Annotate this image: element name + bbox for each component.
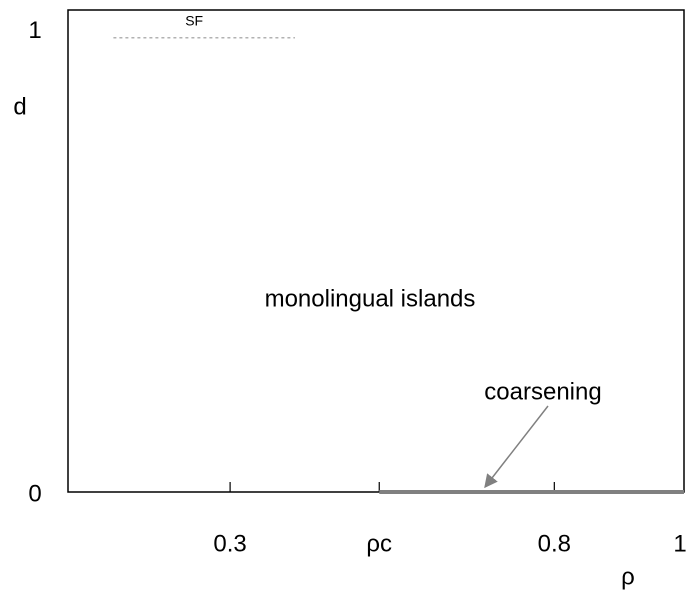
plot-frame bbox=[67, 9, 685, 493]
series-label: coarsening bbox=[484, 378, 601, 405]
x-tick-label: 1 bbox=[673, 530, 686, 557]
x-tick-label: 0.3 bbox=[213, 530, 246, 557]
x-tick-label: ρc bbox=[366, 530, 392, 557]
y-tick-label: 1 bbox=[28, 17, 41, 44]
annotation: monolingual islands bbox=[265, 285, 476, 312]
x-axis-label: ρ bbox=[621, 563, 635, 590]
annotation-arrow bbox=[484, 405, 549, 489]
y-axis-label: d bbox=[13, 93, 26, 120]
x-tick-label: 0.8 bbox=[538, 530, 571, 557]
series-label: SF bbox=[185, 13, 203, 29]
y-tick-label: 0 bbox=[28, 480, 41, 507]
